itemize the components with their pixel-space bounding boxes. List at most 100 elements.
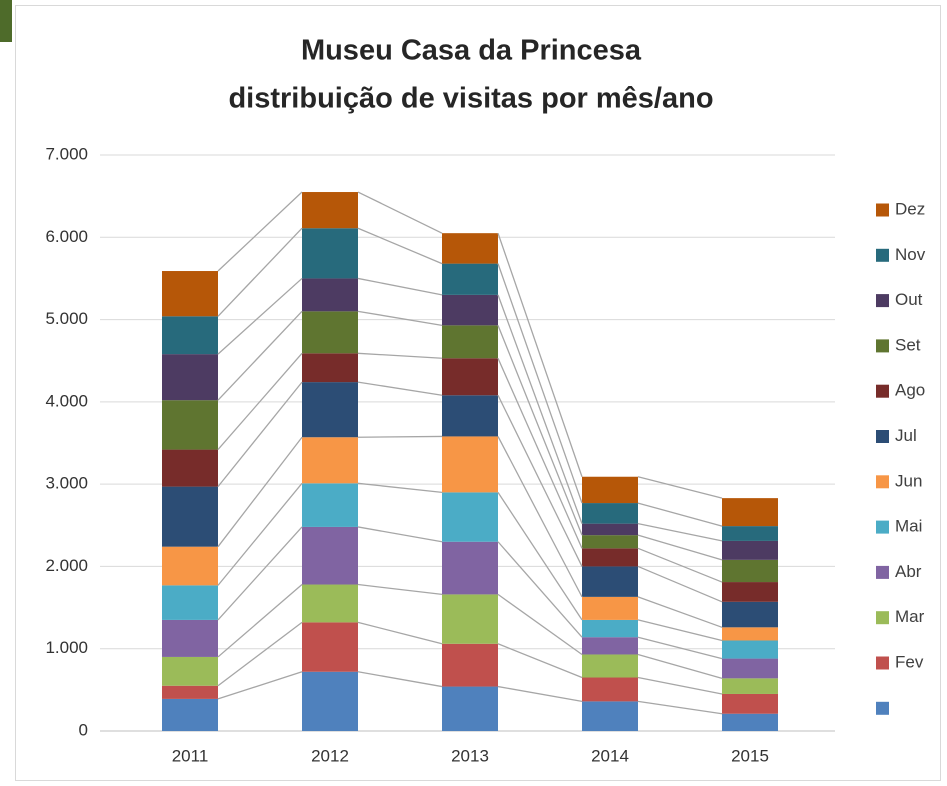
series-line [497,325,583,536]
bar-segment [722,601,778,628]
legend-label: Abr [895,562,922,581]
bar-segment [582,503,638,524]
legend-label: Out [895,290,923,309]
bar-segment [162,354,218,401]
legend-swatch [876,294,889,308]
legend-swatch [876,701,889,715]
y-tick-label: 0 [79,720,88,739]
series-line [637,523,723,542]
bar-segment [722,498,778,527]
bar-segment [722,582,778,602]
bar-segment [302,483,358,527]
series-line [637,534,723,561]
series-line [357,352,443,359]
bar-segment [722,540,778,560]
bar-segment [442,686,498,731]
series-line [637,547,723,583]
bar-segment [442,492,498,542]
x-tick-label: 2015 [731,746,769,765]
bar-segment [722,678,778,694]
series-line [217,584,303,658]
bar-segment [302,353,358,383]
x-tick-label: 2012 [311,746,349,765]
series-line [497,643,583,679]
bar-segment [442,233,498,264]
series-line [217,526,303,621]
legend-swatch [876,611,889,625]
bar-segment [442,294,498,326]
series-line [357,277,443,296]
chart-title: Museu Casa da Princesa [301,35,642,67]
bar-segment [582,619,638,638]
bar-segment [722,559,778,583]
series-line [497,357,583,549]
bar-segment [582,677,638,702]
series-line [217,381,303,488]
bar-segment [442,594,498,644]
bar-segment [582,637,638,655]
y-tick-label: 4.000 [45,391,88,410]
legend-label: Mai [895,517,922,536]
y-tick-label: 7.000 [45,144,88,163]
bar-segment [722,658,778,679]
bar-segment [302,584,358,623]
bar-segment [302,192,358,229]
legend-swatch [876,656,889,670]
series-line [357,583,443,596]
bar-segment [582,523,638,536]
series-line [217,227,303,317]
series-line [497,232,583,477]
bar-segment [722,693,778,714]
bar-segment [162,698,218,731]
legend-label: Set [895,335,921,354]
bar-segment [722,713,778,731]
series-line [497,685,583,703]
legend-label: Ago [895,381,925,400]
x-tick-label: 2014 [591,746,629,765]
bar-segment [582,654,638,678]
bar-segment [582,596,638,620]
bar-segment [302,311,358,354]
bar-segment [162,619,218,657]
legend-label: Jun [895,471,922,490]
legend-label: Nov [895,245,926,264]
series-line [637,596,723,628]
series-line [357,671,443,688]
series-line [637,676,723,695]
bar-segment [442,358,498,396]
series-line [357,435,443,438]
bar-segment [302,437,358,484]
y-tick-label: 2.000 [45,556,88,575]
legend-swatch [876,430,889,443]
bar-segment [162,685,218,699]
series-line [217,482,303,586]
series-line [357,621,443,645]
bar-segment [162,546,218,586]
series-line [497,593,583,656]
bar-segment [442,395,498,437]
bar-segment [582,535,638,549]
series-line [637,619,723,642]
bar-segment [162,585,218,620]
legend-swatch [876,520,889,534]
legend-label: Dez [895,199,925,218]
series-line [217,310,303,401]
bar-segment [582,566,638,597]
bar-segment [722,627,778,641]
bar-segment [442,436,498,493]
edge-accent [0,0,12,42]
bar-segment [302,671,358,731]
bar-segment [162,271,218,317]
bar-segment [442,263,498,295]
bar-segment [162,449,218,487]
legend-swatch [876,384,889,398]
series-line [217,671,303,700]
series-line [217,436,303,548]
series-line [217,277,303,355]
y-tick-label: 6.000 [45,227,88,246]
legend-swatch [876,248,889,262]
series-line [357,310,443,326]
series-line [357,227,443,265]
bar-segment [302,278,358,312]
legend-label: Jul [895,426,917,445]
